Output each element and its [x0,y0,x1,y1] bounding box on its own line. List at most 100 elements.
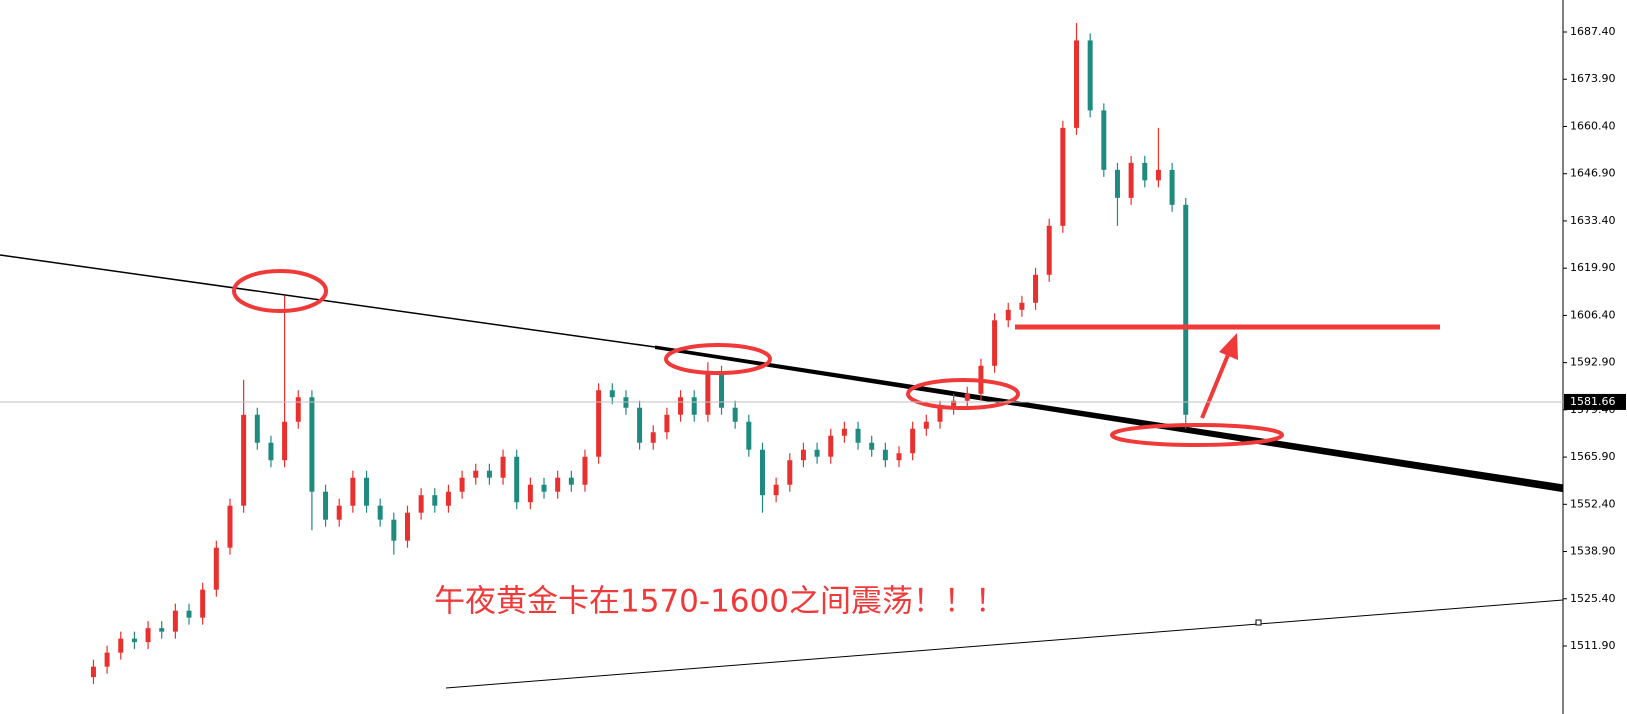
candle-body [1183,204,1189,415]
candle-body [568,477,574,485]
candle-body [937,407,943,422]
candle-body [282,421,288,461]
candle-body [391,519,397,541]
candle-body [719,372,725,408]
candle-body [486,470,492,478]
candle-body [732,407,738,422]
line-handle [1255,619,1262,626]
candle-body [1074,40,1080,128]
candle-body [118,638,124,653]
red-arrowhead [1219,333,1238,360]
candle-body [1155,169,1161,181]
candle-body [104,652,110,667]
candle-body [855,428,861,443]
last-price-box [1564,393,1626,410]
candle-body [514,456,520,503]
red-arrow [1200,349,1232,419]
y-tick-label: 1525.40 [1570,592,1616,605]
candle-body [404,512,410,541]
candle-body [1033,274,1039,303]
last-price-label: 1581.66 [1570,395,1616,408]
candle-body [951,400,957,408]
highlight-ellipse [664,343,772,375]
candle-body [1128,162,1134,198]
candle-body [186,610,192,618]
candle-body [377,505,383,520]
highlight-ellipse [1110,423,1284,447]
price-axis-bg [1563,0,1627,714]
trend-line-thick [655,345,1600,498]
candle-body [295,397,301,422]
candle-body [159,628,165,632]
y-tick-label: 1646.90 [1570,167,1616,180]
candle-body [964,393,970,401]
candle-body [705,372,711,415]
candle-body [418,495,424,513]
candle-body [923,421,929,429]
candle-body [828,435,834,457]
candle-body [1087,40,1093,111]
y-tick-label: 1511.90 [1570,639,1616,652]
candle-body [1019,302,1025,310]
candle-body [473,470,479,478]
lower-trend-line [445,599,1564,689]
candle-body [309,397,315,492]
candle-body [241,414,247,506]
candle-body [527,484,533,503]
candle-body [445,491,451,506]
candle-body [1046,225,1052,275]
highlight-ellipse [232,269,328,313]
candle-body [910,428,916,454]
trend-line [0,254,656,348]
candle-body [882,449,888,461]
candle-body [664,414,670,433]
candle-body [227,505,233,548]
candle-body [759,449,765,496]
candle-body [145,628,151,643]
candle-body [650,432,656,443]
y-tick-label: 1687.40 [1570,25,1616,38]
candle-body [1142,162,1148,181]
candle-body [541,484,547,492]
candle-body [609,390,615,398]
y-tick-label: 1565.90 [1570,450,1616,463]
candle-body [336,505,342,520]
candle-body [131,638,137,643]
y-tick-label: 1538.90 [1570,545,1616,558]
candle-body [172,610,178,632]
y-tick-label: 1619.90 [1570,261,1616,274]
candle-body [787,460,793,485]
highlight-ellipse [906,378,1020,410]
y-tick-label: 1592.90 [1570,356,1616,369]
candle-body [323,491,329,520]
candle-body [814,449,820,457]
candle-body [582,456,588,485]
candle-body [869,442,875,450]
candle-body [596,390,602,457]
candle-body [800,449,806,461]
y-tick-label: 1633.40 [1570,214,1616,227]
candle-body [90,666,96,678]
y-tick-label: 1552.40 [1570,497,1616,510]
candle-body [200,589,206,618]
candle-body [432,495,438,506]
candle-body [623,397,629,408]
candle-body [637,407,643,443]
candle-body [773,484,779,496]
candle-body [213,547,219,590]
candle-body [678,397,684,415]
candle-body [1101,110,1107,170]
candle-body [350,477,356,506]
candle-body [691,397,697,415]
candle-body [841,428,847,436]
candle-body [1169,169,1175,205]
candle-body [746,421,752,450]
candle-body [254,414,260,443]
candle-body [1005,309,1011,321]
candle-body [364,477,370,506]
y-tick-label: 1606.40 [1570,308,1616,321]
candle-body [1114,169,1120,198]
